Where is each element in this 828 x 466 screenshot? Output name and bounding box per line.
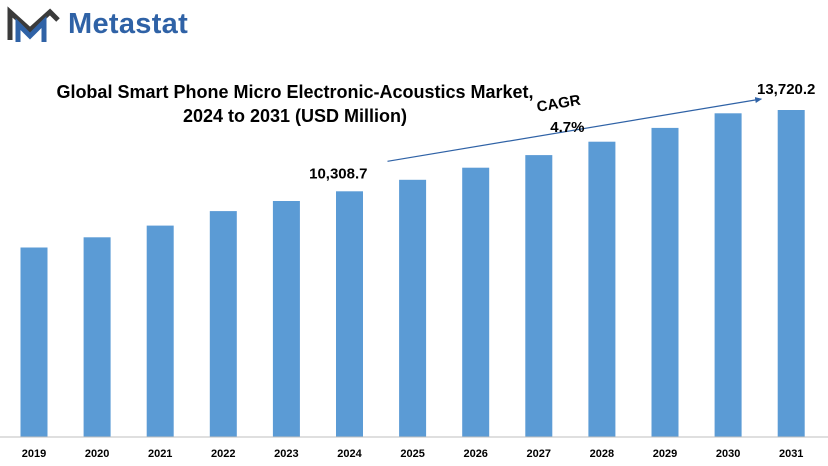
x-tick-label-2020: 2020	[85, 448, 109, 460]
bar-2021	[146, 225, 174, 437]
x-tick-label-2029: 2029	[653, 448, 677, 460]
data-label-2024: 10,308.7	[309, 165, 367, 182]
cagr-arrow	[387, 97, 763, 162]
x-tick-label-2027: 2027	[527, 448, 551, 460]
x-tick-label-2025: 2025	[400, 448, 424, 460]
bar-2022	[209, 211, 237, 437]
x-tick-labels: 2019 2020 2021 2022 2023 2024 2025 2026 2027 2028…	[22, 448, 804, 460]
x-tick-label-2026: 2026	[463, 448, 487, 460]
x-tick-label-2030: 2030	[716, 448, 740, 460]
metastat-logo: Metastat	[6, 6, 236, 46]
bars-group	[20, 110, 805, 438]
brand-name: Metastat	[68, 8, 189, 40]
chart-title: Global Smart Phone Micro Electronic-Acou…	[30, 80, 560, 128]
chart-title-line-2: 2024 to 2031 (USD Million)	[182, 106, 408, 126]
cagr-value: 4.7%	[550, 119, 584, 136]
chart-title-line-1: Global Smart Phone Micro Electronic-Acou…	[56, 82, 534, 102]
x-tick-label-2022: 2022	[211, 448, 235, 460]
x-tick-label-2031: 2031	[779, 448, 803, 460]
x-tick-label-2023: 2023	[274, 448, 298, 460]
bar-2023	[272, 201, 300, 437]
metastat-m-logo-icon	[7, 6, 60, 42]
bar-2028	[588, 141, 616, 437]
bar-2026	[462, 167, 490, 437]
bar-2020	[83, 237, 111, 437]
data-labels: 10,308.7 13,720.2	[309, 81, 815, 182]
bar-2019	[20, 247, 48, 437]
cagr-annotation: CAGR 4.7%	[387, 92, 763, 162]
bar-2024	[336, 191, 363, 437]
data-label-2031: 13,720.2	[757, 81, 815, 98]
bar-2025	[399, 179, 427, 438]
bar-2027	[525, 155, 553, 437]
bar-2029	[651, 127, 679, 438]
x-tick-label-2019: 2019	[22, 448, 46, 460]
bar-2031	[777, 110, 805, 437]
x-tick-label-2024: 2024	[337, 448, 362, 460]
x-tick-label-2021: 2021	[148, 448, 172, 460]
x-tick-label-2028: 2028	[590, 448, 614, 460]
cagr-label: CAGR	[535, 92, 582, 116]
bar-2030	[714, 113, 742, 438]
